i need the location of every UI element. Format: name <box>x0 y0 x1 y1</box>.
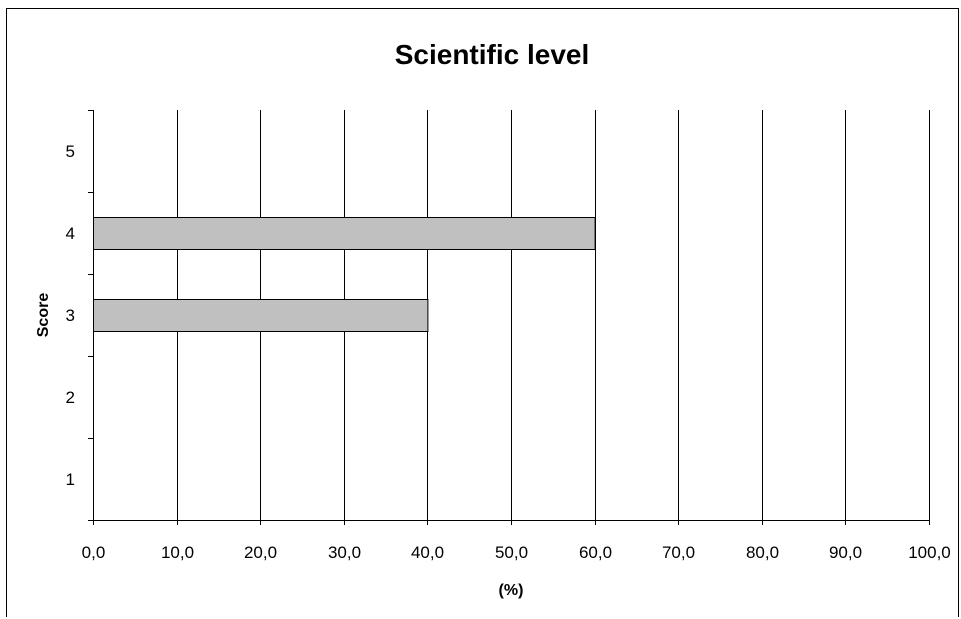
x-tick-label: 20,0 <box>244 543 277 562</box>
axes <box>88 110 930 525</box>
x-tick-label: 10,0 <box>161 543 194 562</box>
x-axis-title: (%) <box>499 582 524 599</box>
x-tick-label: 100,0 <box>908 543 951 562</box>
y-tick-labels: 1 2 3 4 5 <box>66 142 75 489</box>
x-tick-label: 80,0 <box>746 543 779 562</box>
x-tick-label: 40,0 <box>411 543 444 562</box>
x-tick-label: 0,0 <box>82 543 106 562</box>
x-tick-label: 70,0 <box>662 543 695 562</box>
x-tick-label: 60,0 <box>579 543 612 562</box>
y-tick-label: 4 <box>66 224 75 243</box>
y-tick-label: 2 <box>66 388 75 407</box>
y-axis-title: Score <box>35 293 52 338</box>
bar-score-4 <box>93 217 596 250</box>
y-tick-label: 1 <box>66 470 75 489</box>
x-tick-labels: 0,0 10,0 20,0 30,0 40,0 50,0 60,0 70,0 80,0 90,0 1… <box>82 543 951 562</box>
y-tick-label: 3 <box>66 306 75 325</box>
chart-title: Scientific level <box>395 39 590 70</box>
chart-frame <box>6 8 959 617</box>
bars <box>93 217 596 332</box>
x-tick-label: 90,0 <box>829 543 862 562</box>
x-tick-label: 30,0 <box>328 543 361 562</box>
y-tick-label: 5 <box>66 142 75 161</box>
x-tick-label: 50,0 <box>495 543 528 562</box>
bar-score-3 <box>93 299 429 332</box>
